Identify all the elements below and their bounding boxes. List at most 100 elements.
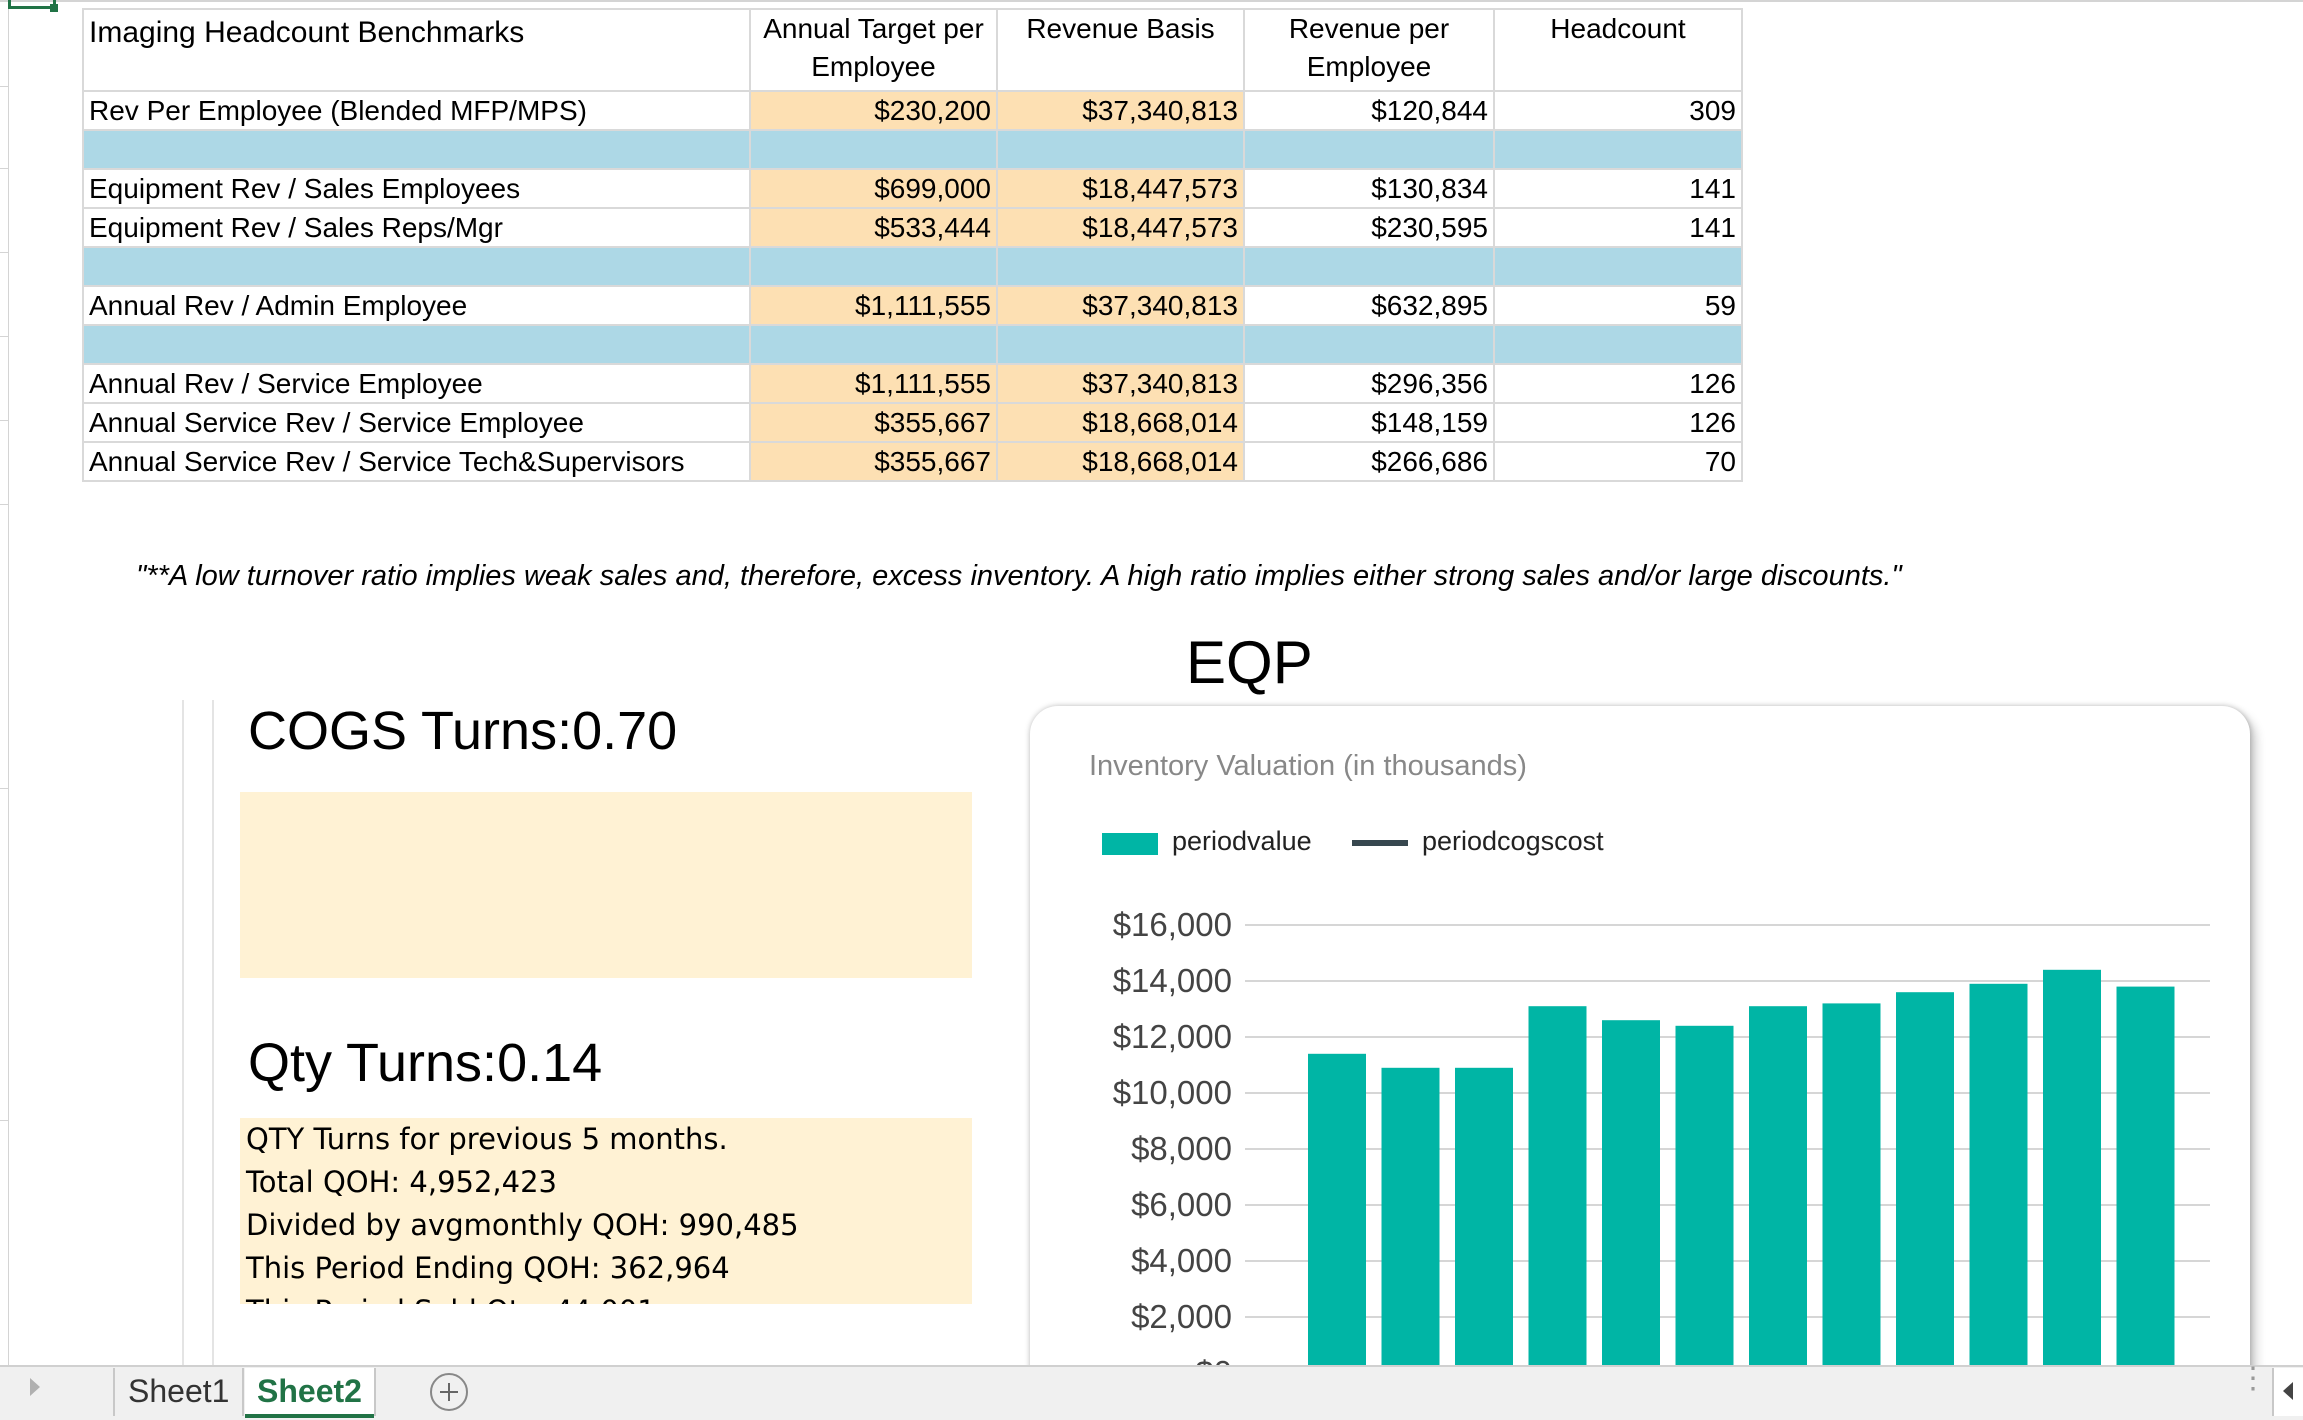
bar-periodvalue[interactable] xyxy=(2116,986,2175,1366)
y-tick-label: $2,000 xyxy=(1131,1298,1232,1335)
bar-periodvalue[interactable] xyxy=(1528,1006,1587,1366)
table-title-cell[interactable]: Imaging Headcount Benchmarks xyxy=(82,8,751,92)
per-employee-cell[interactable]: $266,686 xyxy=(1243,441,1495,482)
target-cell[interactable]: $699,000 xyxy=(749,168,998,209)
bar-periodvalue[interactable] xyxy=(1675,1025,1734,1366)
tab-sheet2[interactable]: Sheet2 xyxy=(245,1368,374,1418)
turnover-quote[interactable]: "**A low turnover ratio implies weak sal… xyxy=(136,560,1902,592)
headcount-cell[interactable]: 126 xyxy=(1493,363,1743,404)
row-label-cell[interactable]: Annual Rev / Admin Employee xyxy=(82,285,751,326)
per-employee-cell[interactable]: $296,356 xyxy=(1243,363,1495,404)
per-employee-cell[interactable]: $632,895 xyxy=(1243,285,1495,326)
chart-title: Inventory Valuation (in thousands) xyxy=(1089,750,1527,782)
table-row: Annual Rev / Admin Employee $1,111,555 $… xyxy=(82,285,1743,326)
per-employee-cell[interactable]: $230,595 xyxy=(1243,207,1495,248)
basis-cell[interactable]: $37,340,813 xyxy=(996,90,1245,131)
bar-periodvalue[interactable] xyxy=(1602,1020,1660,1366)
target-cell[interactable]: $230,200 xyxy=(749,90,998,131)
more-options-icon[interactable]: ⋮ xyxy=(2238,1362,2268,1395)
tab-divider xyxy=(113,1368,115,1416)
target-cell[interactable]: $533,444 xyxy=(749,207,998,248)
headcount-benchmark-table: Imaging Headcount Benchmarks Annual Targ… xyxy=(82,8,1743,482)
y-tick-label: $8,000 xyxy=(1131,1130,1232,1167)
eqp-title[interactable]: EQP xyxy=(1186,629,1313,696)
gutter-tick xyxy=(0,252,8,253)
bar-periodvalue[interactable] xyxy=(1822,1003,1881,1366)
headcount-cell[interactable]: 126 xyxy=(1493,402,1743,443)
fill-handle[interactable] xyxy=(50,4,58,12)
qty-detail-line: QTY Turns for previous 5 months. xyxy=(246,1122,728,1156)
kpi-panel-border xyxy=(182,700,214,1368)
selected-cell-indicator[interactable] xyxy=(8,0,56,9)
target-cell[interactable]: $1,111,555 xyxy=(749,285,998,326)
header-revenue-per-employee[interactable]: Revenue per Employee xyxy=(1243,8,1495,92)
tab-divider xyxy=(242,1368,244,1416)
gutter-tick xyxy=(0,1120,8,1121)
headcount-cell[interactable]: 59 xyxy=(1493,285,1743,326)
qty-detail-line: Divided by avgmonthly QOH: 990,485 xyxy=(246,1208,799,1242)
legend-periodvalue-swatch xyxy=(1102,833,1158,855)
row-label-cell[interactable]: Annual Service Rev / Service Employee xyxy=(82,402,751,443)
header-revenue-basis[interactable]: Revenue Basis xyxy=(996,8,1245,92)
per-employee-cell[interactable]: $130,834 xyxy=(1243,168,1495,209)
row-label-cell[interactable]: Equipment Rev / Sales Employees xyxy=(82,168,751,209)
basis-cell[interactable]: $18,668,014 xyxy=(996,402,1245,443)
sheet-tab-bar xyxy=(0,1365,2303,1420)
y-tick-label: $12,000 xyxy=(1113,1018,1232,1055)
row-label-cell[interactable]: Rev Per Employee (Blended MFP/MPS) xyxy=(82,90,751,131)
table-row: Annual Service Rev / Service Tech&Superv… xyxy=(82,441,1743,482)
headcount-cell[interactable]: 141 xyxy=(1493,207,1743,248)
bar-periodvalue[interactable] xyxy=(1455,1067,1513,1366)
tab-sheet1[interactable]: Sheet1 xyxy=(128,1373,230,1409)
header-annual-target[interactable]: Annual Target per Employee xyxy=(749,8,998,92)
qty-detail-line: Total QOH: 4,952,423 xyxy=(246,1165,557,1199)
add-sheet-icon[interactable] xyxy=(430,1373,468,1411)
bar-periodvalue[interactable] xyxy=(1896,992,1954,1366)
qty-detail-line: This Period Sold Qty: 44,001 xyxy=(240,1290,972,1304)
legend-periodcogscost-label: periodcogscost xyxy=(1422,826,1604,856)
legend-periodcogscost-swatch xyxy=(1352,840,1408,846)
y-tick-label: $16,000 xyxy=(1113,906,1232,943)
horizontal-scroll-left-icon[interactable] xyxy=(2272,1368,2303,1416)
per-employee-cell[interactable]: $120,844 xyxy=(1243,90,1495,131)
basis-cell[interactable]: $18,668,014 xyxy=(996,441,1245,482)
tab-scroll-right-icon[interactable] xyxy=(30,1378,40,1396)
inventory-valuation-chart: $16,000 $14,000 $12,000 $10,000 $8,000 $6,000… xyxy=(1113,906,2210,1366)
cogs-turns-detail-box xyxy=(240,792,972,978)
qty-detail-line: This Period Ending QOH: 362,964 xyxy=(246,1251,730,1285)
table-row: Annual Rev / Service Employee $1,111,555… xyxy=(82,363,1743,404)
target-cell[interactable]: $355,667 xyxy=(749,441,998,482)
tab-divider xyxy=(374,1368,376,1416)
gutter-tick xyxy=(0,788,8,789)
bar-periodvalue[interactable] xyxy=(1308,1053,1366,1366)
basis-cell[interactable]: $18,447,573 xyxy=(996,168,1245,209)
basis-cell[interactable]: $18,447,573 xyxy=(996,207,1245,248)
row-header-gutter xyxy=(8,0,9,1368)
y-tick-label: $6,000 xyxy=(1131,1186,1232,1223)
bar-periodvalue[interactable] xyxy=(1381,1067,1440,1366)
gutter-tick xyxy=(0,336,8,337)
per-employee-cell[interactable]: $148,159 xyxy=(1243,402,1495,443)
gutter-tick xyxy=(0,420,8,421)
basis-cell[interactable]: $37,340,813 xyxy=(996,363,1245,404)
header-headcount[interactable]: Headcount xyxy=(1493,8,1743,92)
legend-periodvalue-label: periodvalue xyxy=(1172,826,1312,856)
bar-periodvalue[interactable] xyxy=(1969,983,2028,1366)
separator-row xyxy=(82,129,1743,170)
headcount-cell[interactable]: 141 xyxy=(1493,168,1743,209)
basis-cell[interactable]: $37,340,813 xyxy=(996,285,1245,326)
qty-turns-detail-box: QTY Turns for previous 5 months. Total Q… xyxy=(240,1118,972,1304)
headcount-cell[interactable]: 70 xyxy=(1493,441,1743,482)
target-cell[interactable]: $355,667 xyxy=(749,402,998,443)
y-tick-label: $10,000 xyxy=(1113,1074,1232,1111)
y-tick-label: $14,000 xyxy=(1113,962,1232,999)
headcount-cell[interactable]: 309 xyxy=(1493,90,1743,131)
cogs-turns-title: COGS Turns:0.70 xyxy=(248,701,678,761)
row-label-cell[interactable]: Equipment Rev / Sales Reps/Mgr xyxy=(82,207,751,248)
table-row: Rev Per Employee (Blended MFP/MPS) $230,… xyxy=(82,90,1743,131)
target-cell[interactable]: $1,111,555 xyxy=(749,363,998,404)
row-label-cell[interactable]: Annual Rev / Service Employee xyxy=(82,363,751,404)
row-label-cell[interactable]: Annual Service Rev / Service Tech&Superv… xyxy=(82,441,751,482)
bar-periodvalue[interactable] xyxy=(1749,1006,1807,1366)
bar-periodvalue[interactable] xyxy=(2043,969,2101,1366)
